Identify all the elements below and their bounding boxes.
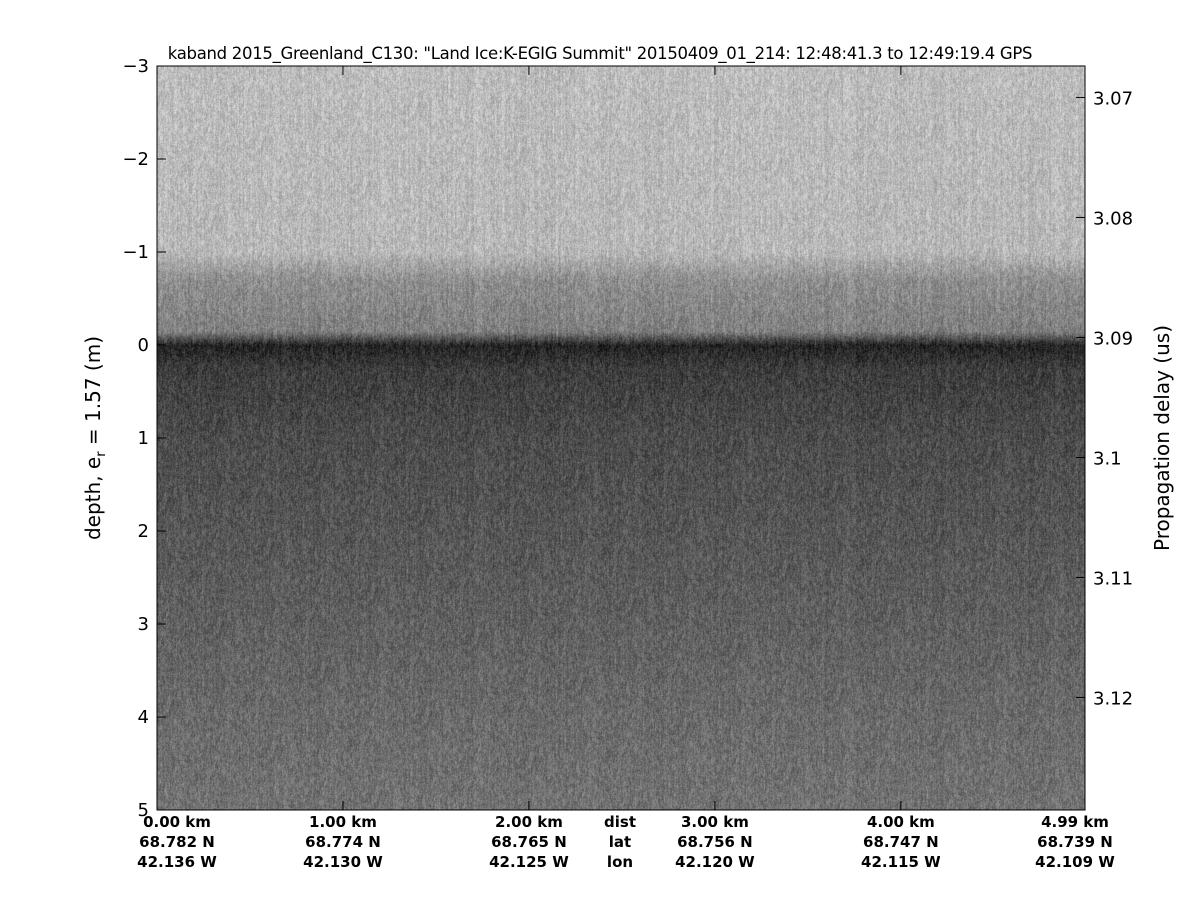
y-tick-label-right: 3.11 (1093, 568, 1133, 589)
x-label-lat: 68.756 N (677, 833, 753, 851)
y-axis-label-left: depth, er = 1.57 (m) (81, 336, 109, 540)
y-tick-label-right: 3.12 (1093, 688, 1133, 709)
x-label-lat: 68.774 N (305, 833, 381, 851)
y-label-left-subscript: r (94, 451, 109, 457)
x-row-name: lon (606, 853, 634, 871)
y-tick-label-left: 4 (138, 707, 149, 728)
x-label-lat: 68.782 N (139, 833, 215, 851)
echogram-plot-area (157, 66, 1085, 810)
x-label-dist: 1.00 km (309, 813, 377, 831)
y-tick-label-right: 3.08 (1093, 208, 1133, 229)
x-label-dist: 4.99 km (1041, 813, 1109, 831)
x-label-lon: 42.130 W (303, 853, 383, 871)
x-label-lon: 42.125 W (489, 853, 569, 871)
x-label-lat: 68.765 N (491, 833, 567, 851)
y-tick-label-right: 3.07 (1093, 88, 1133, 109)
y-tick-label-left: 1 (138, 428, 149, 449)
x-label-dist: 3.00 km (680, 813, 749, 831)
x-row-name: dist (604, 813, 636, 831)
x-label-lon: 42.115 W (861, 853, 941, 871)
y-tick-label-left: −1 (122, 242, 149, 263)
echogram-image (157, 66, 1085, 810)
y-tick-label-left: 0 (138, 335, 149, 356)
chart-title: kaband 2015_Greenland_C130: "Land Ice:K-… (167, 44, 1033, 63)
y-axis-label-right: Propagation delay (us) (1150, 324, 1174, 552)
x-label-dist: 4.00 km (866, 813, 935, 831)
x-label-dist: 2.00 km (495, 813, 563, 831)
x-row-name: lat (608, 833, 632, 851)
x-label-lat: 68.747 N (863, 833, 939, 851)
y-label-left-tail: = 1.57 (m) (81, 335, 105, 452)
y-label-left-text: depth, e (81, 456, 105, 541)
x-label-lat: 68.739 N (1037, 833, 1113, 851)
y-tick-label-right: 3.09 (1093, 328, 1133, 349)
x-label-lon: 42.120 W (675, 853, 755, 871)
x-label-lon: 42.136 W (137, 853, 217, 871)
y-tick-label-left: −2 (122, 149, 149, 170)
x-label-lon: 42.109 W (1035, 853, 1115, 871)
y-tick-label-left: 2 (138, 521, 149, 542)
y-tick-label-right: 3.1 (1093, 448, 1122, 469)
x-label-dist: 0.00 km (143, 813, 211, 831)
y-tick-label-left: 3 (138, 614, 149, 635)
